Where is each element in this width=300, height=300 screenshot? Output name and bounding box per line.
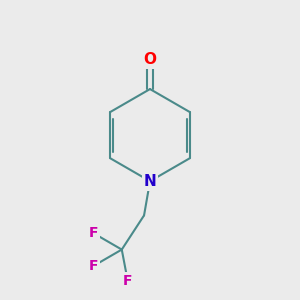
Text: F: F: [89, 226, 98, 240]
Text: F: F: [89, 259, 98, 273]
Text: F: F: [123, 274, 133, 288]
Text: O: O: [143, 52, 157, 67]
Text: N: N: [144, 174, 156, 189]
